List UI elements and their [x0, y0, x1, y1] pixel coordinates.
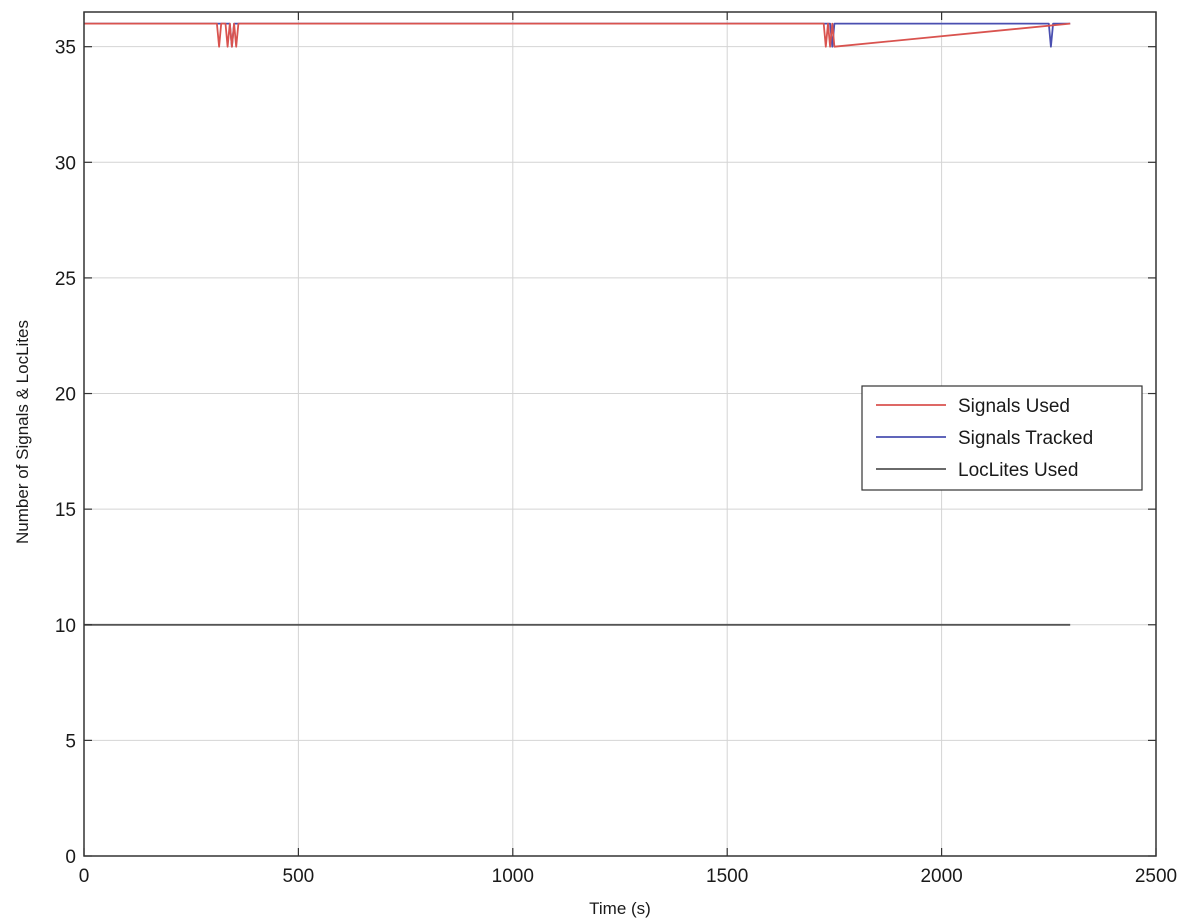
x-tick-label: 0 [79, 866, 90, 887]
x-tick-label: 2500 [1135, 866, 1177, 887]
y-tick-label: 25 [55, 269, 76, 290]
legend: Signals Used Signals Tracked LocLites Used [861, 385, 1143, 491]
tick-layer: 0 500 1000 1500 2000 2500 0 5 10 15 20 25 30 35 [55, 12, 1177, 887]
x-axis-title: Time (s) [589, 899, 651, 918]
legend-box [861, 385, 1143, 491]
y-tick-label: 20 [55, 385, 76, 406]
y-tick-label: 0 [65, 847, 76, 868]
y-axis-title: Number of Signals & LocLites [13, 320, 32, 544]
x-tick-label: 1500 [706, 866, 748, 887]
y-tick-label: 35 [55, 38, 76, 59]
plot-frame [83, 11, 1157, 857]
legend-entries: Signals Used Signals Tracked LocLites Used [876, 396, 1093, 481]
y-tick-label: 15 [55, 500, 76, 521]
y-tick-label: 10 [55, 616, 76, 637]
series-line-signals-used [84, 22, 1071, 48]
legend-label-signals-used: Signals Used [958, 396, 1070, 417]
legend-label-signals-tracked: Signals Tracked [958, 428, 1093, 449]
x-tick-label: 1000 [492, 866, 534, 887]
y-tick-label: 30 [55, 153, 76, 174]
legend-label-loclites-used: LocLites Used [958, 460, 1078, 481]
x-tick-label: 500 [283, 866, 315, 887]
x-tick-label: 2000 [920, 866, 962, 887]
series-layer [84, 22, 1071, 626]
y-tick-label: 5 [65, 731, 76, 752]
